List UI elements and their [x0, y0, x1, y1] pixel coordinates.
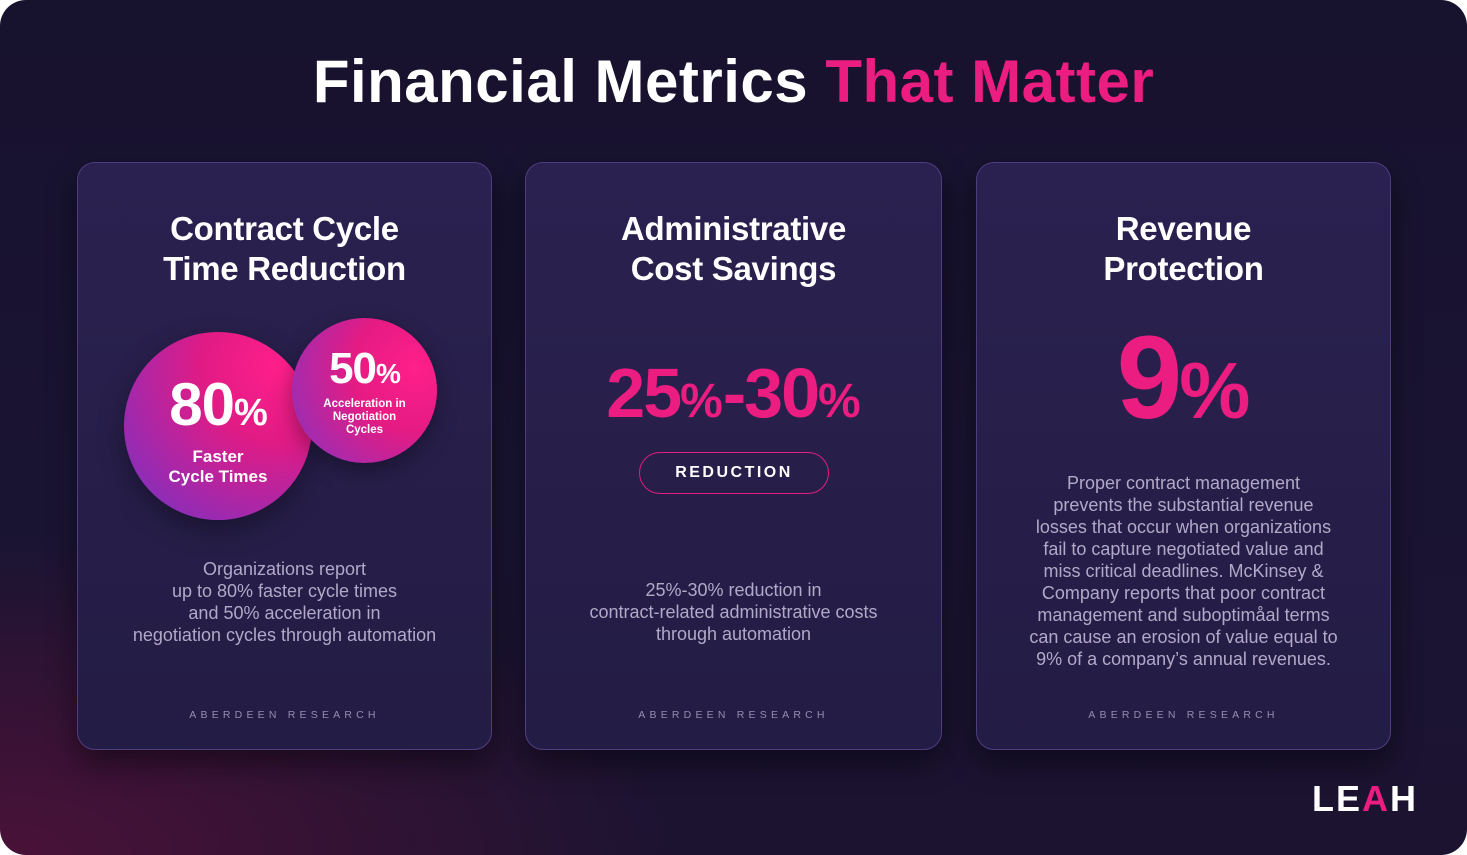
card-title-line: Contract Cycle [170, 210, 399, 247]
card-cycle-time: Contract Cycle Time Reduction 80% Faster… [77, 162, 492, 750]
title-accent: That Matter [825, 48, 1155, 115]
card-admin-cost: Administrative Cost Savings 25%-30% REDU… [525, 162, 942, 750]
reduction-badge: REDUCTION [639, 452, 829, 494]
page-title: Financial Metrics That Matter [0, 44, 1467, 120]
card-title: Revenue Protection [977, 209, 1390, 289]
card-description: 25%-30% reduction in contract-related ad… [589, 580, 878, 644]
card-revenue-protection: Revenue Protection 9% Proper contract ma… [976, 162, 1391, 750]
source-label: ABERDEEN RESEARCH [189, 709, 380, 721]
bubble-value: 50% [329, 344, 401, 393]
metric-bubble-negotiation: 50% Acceleration in Negotiation Cycles [292, 318, 437, 463]
source-label: ABERDEEN RESEARCH [1088, 709, 1279, 721]
bubble-label: Acceleration in Negotiation Cycles [323, 398, 406, 436]
card-description: Organizations report up to 80% faster cy… [132, 559, 437, 645]
title-main: Financial Metrics [312, 48, 809, 115]
bubble-value: 80% [169, 371, 268, 438]
metric-range: 25%-30% [606, 354, 861, 432]
bubble-label: Faster Cycle Times [168, 447, 268, 486]
metric-bubble-faster-cycle: 80% Faster Cycle Times [124, 332, 312, 520]
card-title-line: Cost Savings [630, 250, 837, 287]
card-title: Administrative Cost Savings [526, 209, 941, 289]
card-title-line: Administrative [620, 210, 847, 247]
source-label: ABERDEEN RESEARCH [638, 709, 829, 721]
card-title-line: Time Reduction [163, 250, 406, 287]
card-title: Contract Cycle Time Reduction [78, 209, 491, 289]
metric-value: 9% [1116, 312, 1251, 444]
leah-logo: LEAH [1312, 778, 1419, 819]
card-description: Proper contract management prevents the … [1029, 473, 1338, 669]
card-title-line: Protection [1103, 250, 1264, 287]
card-title-line: Revenue [1115, 210, 1252, 247]
